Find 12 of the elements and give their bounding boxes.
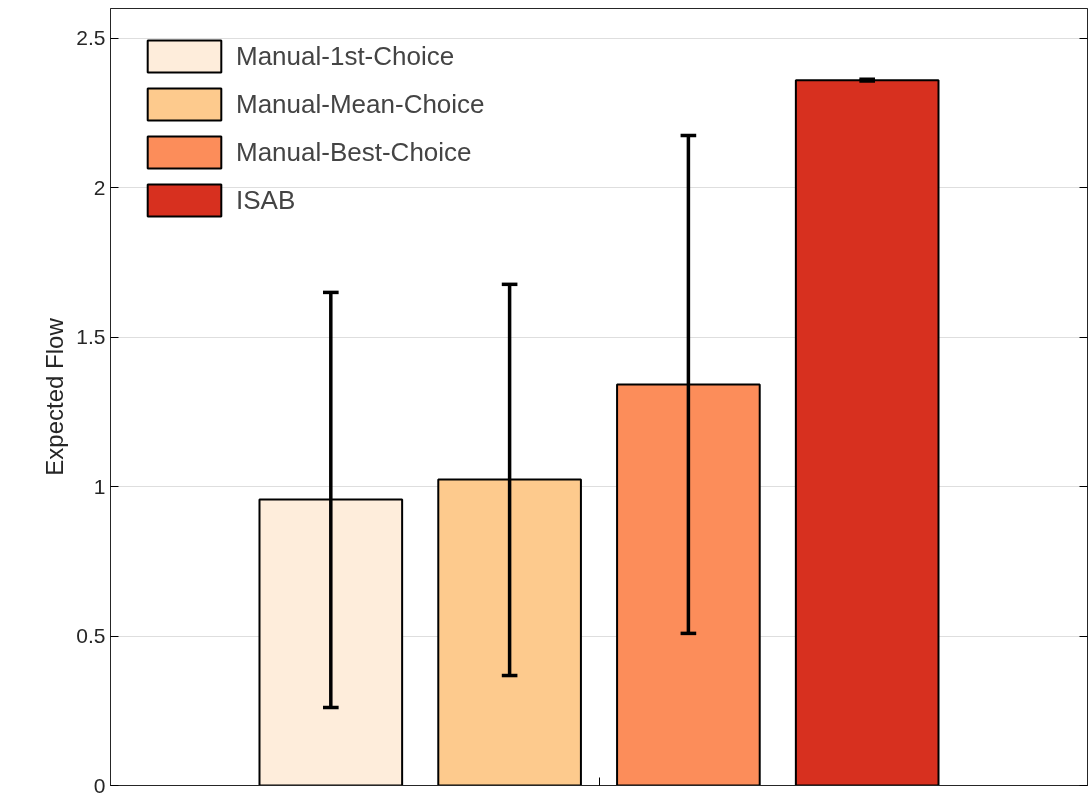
y-axis-title: Expected Flow bbox=[41, 317, 69, 476]
y-tick-label: 2.5 bbox=[76, 26, 106, 50]
y-tick-label: 0 bbox=[93, 773, 106, 797]
legend-label: Manual-Best-Choice bbox=[236, 135, 472, 169]
y-tick-label: 0.5 bbox=[76, 624, 106, 648]
legend-label: ISAB bbox=[236, 183, 296, 217]
legend-label: Manual-Mean-Choice bbox=[236, 87, 485, 121]
y-tick-label: 1.5 bbox=[76, 325, 106, 349]
y-tick-label: 1 bbox=[93, 474, 106, 498]
bar bbox=[794, 79, 940, 786]
legend-label: Manual-1st-Choice bbox=[236, 39, 455, 73]
y-tick-label: 2 bbox=[93, 175, 106, 199]
